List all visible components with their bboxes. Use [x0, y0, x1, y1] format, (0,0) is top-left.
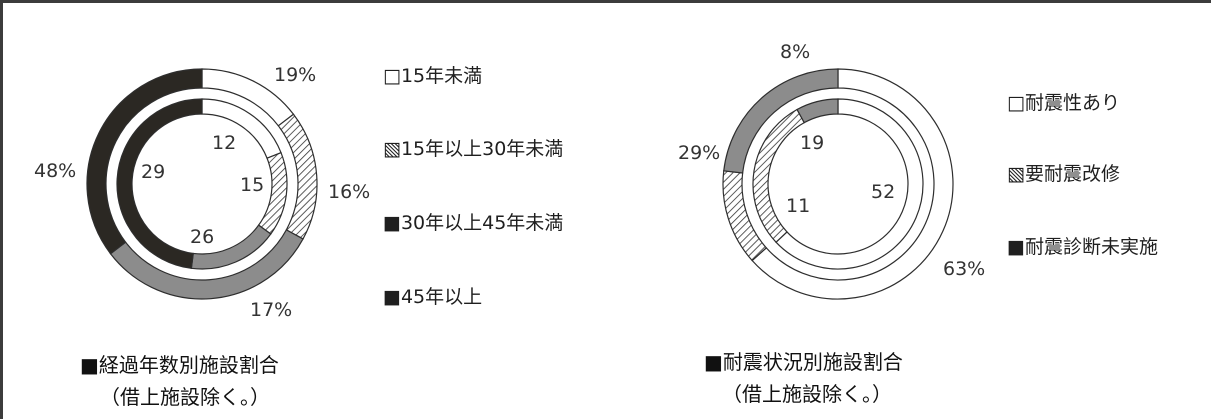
- chart2-legend-item-2: ■耐震診断未実施: [1007, 236, 1158, 258]
- chart2-outer-label-0: 63%: [943, 258, 985, 280]
- chart1-legend-item-0: □15年未満: [383, 65, 482, 87]
- chart2-outer-label-2: 8%: [780, 41, 810, 63]
- chart2-inner-label-1: 11: [786, 195, 810, 217]
- chart2-inner-label-2: 19: [800, 132, 824, 154]
- chart2-slices: [722, 68, 954, 300]
- chart2-outer-slice-2: [796, 98, 839, 124]
- chart2-inner-label-0: 52: [871, 181, 895, 203]
- chart2-outer-slice-1: [752, 108, 806, 244]
- chart2-legend: □耐震性あり ▧要耐震改修 ■耐震診断未実施: [1007, 92, 1158, 258]
- chart1-outer-label-3: 48%: [34, 160, 76, 182]
- chart1-legend-item-2: ■30年以上45年未満: [383, 212, 563, 234]
- donut-chart-age: 19% 16% 17% 48% 12 15 26 29 □15年未満 ▧15年以…: [34, 64, 563, 409]
- chart1-outer-slice-3: [116, 98, 203, 270]
- chart1-subtitle: （借上施設除く。）: [100, 385, 270, 409]
- chart1-inner-label-3: 29: [141, 161, 165, 183]
- chart2-inner-slice-0: [751, 68, 954, 300]
- chart2-subtitle: （借上施設除く。）: [722, 382, 892, 406]
- chart2-legend-item-0: □耐震性あり: [1007, 92, 1120, 114]
- chart1-outer-label-1: 16%: [328, 181, 370, 203]
- chart1-slices: [86, 68, 318, 300]
- chart1-inner-label-1: 15: [240, 174, 264, 196]
- chart1-title: ■経過年数別施設割合: [80, 353, 279, 377]
- chart1-legend-item-1: ▧15年以上30年未満: [383, 138, 563, 160]
- chart1-outer-label-2: 17%: [250, 299, 292, 321]
- chart2-legend-item-1: ▧要耐震改修: [1007, 163, 1120, 185]
- donut-chart-seismic: 63% 29% 8% 52 11 19 □耐震性あり ▧要耐震改修 ■耐震診断未…: [678, 41, 1158, 406]
- chart2-inner-slice-2: [723, 68, 839, 174]
- chart1-inner-slice-3: [86, 68, 203, 255]
- chart1-legend-item-3: ■45年以上: [383, 286, 482, 308]
- chart1-outer-label-0: 19%: [274, 64, 316, 86]
- chart2-title: ■耐震状況別施設割合: [704, 350, 903, 374]
- chart2-outer-label-1: 29%: [678, 142, 720, 164]
- chart1-legend: □15年未満 ▧15年以上30年未満 ■30年以上45年未満 ■45年以上: [383, 65, 563, 308]
- chart1-inner-label-2: 26: [190, 226, 214, 248]
- chart1-inner-label-0: 12: [212, 132, 236, 154]
